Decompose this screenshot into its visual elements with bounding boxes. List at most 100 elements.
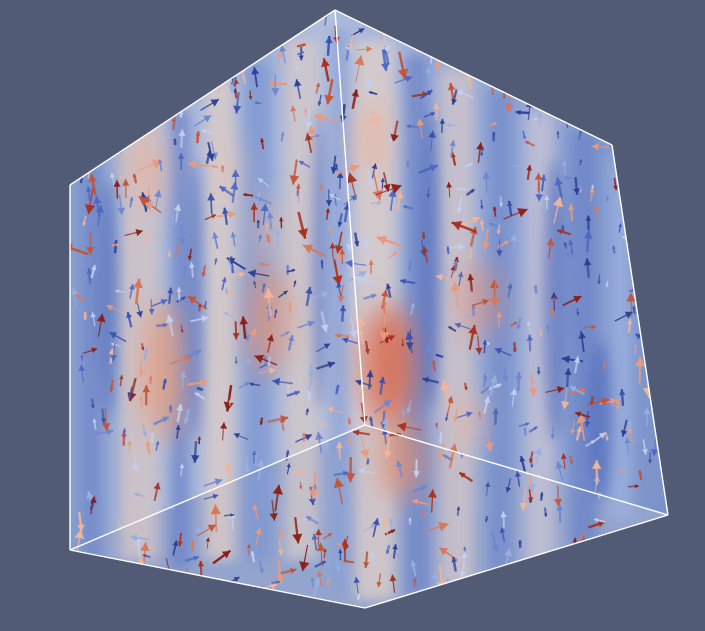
vector-arrow	[498, 585, 521, 589]
vector-arrow-head	[193, 594, 197, 599]
vector-arrow	[213, 18, 223, 24]
vector-arrow-head	[600, 569, 605, 574]
vector-arrow-head	[285, 331, 290, 336]
vector-arrow	[239, 45, 244, 56]
vector-arrow-head	[358, 468, 365, 475]
vector-arrow	[503, 73, 506, 99]
vector-arrow-head	[406, 124, 411, 129]
vector-arrow-head	[316, 570, 323, 577]
vector-arrow-head	[269, 513, 278, 521]
vector-arrow-head	[588, 580, 598, 590]
vector-arrow-head	[428, 489, 437, 498]
vector-arrow-head	[329, 194, 335, 199]
vector-arrow-head	[162, 30, 169, 36]
vector-arrow-head	[493, 122, 497, 126]
vector-arrow-head	[290, 567, 297, 574]
vector-arrow-head	[244, 382, 250, 387]
vector-arrow-head	[87, 138, 96, 146]
vector-arrow-head	[453, 257, 459, 263]
vector-arrow-head	[485, 482, 491, 488]
vector-arrow-head	[186, 67, 192, 72]
vector-arrow-head	[460, 551, 468, 559]
vector-arrow-head	[486, 342, 490, 346]
vector-arrow-head	[106, 304, 114, 311]
vector-arrow	[587, 53, 593, 72]
vector-arrow-head	[405, 331, 414, 341]
vector-arrow-head	[224, 463, 233, 472]
vector-arrow	[439, 35, 443, 55]
vector-arrow-head	[275, 575, 285, 584]
vector-arrow-head	[590, 440, 595, 445]
vector-arrow-head	[347, 43, 355, 51]
vector-arrow-head	[359, 415, 368, 424]
vector-arrow-head	[204, 587, 213, 595]
vector-arrow-head	[262, 283, 266, 287]
vector-arrow-head	[563, 242, 567, 246]
vector-arrow-head	[201, 129, 207, 134]
vector-arrow-head	[649, 359, 656, 364]
vector-arrow-head	[388, 139, 392, 143]
vector-arrow-head	[459, 42, 463, 46]
vector-arrow-head	[122, 428, 127, 432]
vector-arrow-head	[179, 463, 185, 469]
vector-arrow-head	[260, 203, 269, 212]
vector-arrow-head	[538, 53, 545, 60]
vector-arrow	[140, 55, 148, 60]
vector-arrow-head	[510, 234, 518, 241]
vector-arrow-head	[110, 354, 118, 362]
vector-arrow-head	[507, 72, 511, 77]
vector-arrow-head	[163, 323, 168, 328]
vector-arrow-head	[529, 566, 534, 571]
vector-arrow-head	[613, 185, 618, 191]
vector-arrow-head	[526, 14, 537, 25]
vector-arrow-head	[381, 289, 389, 298]
vector-arrow-head	[141, 112, 146, 118]
vector-arrow-head	[87, 134, 94, 141]
vector-arrow	[203, 586, 224, 599]
vector-arrow-head	[518, 163, 522, 168]
vector-arrow-head	[368, 91, 373, 95]
vector-arrow	[263, 34, 285, 38]
vector-arrow	[162, 56, 168, 80]
vector-arrow	[548, 563, 555, 587]
vector-arrow-head	[476, 142, 484, 150]
vector-arrow-head	[519, 456, 526, 463]
vector-arrow	[134, 53, 145, 59]
vector-arrow-head	[449, 140, 456, 147]
vector-arrow-head	[438, 521, 449, 532]
vector-arrow-head	[104, 27, 113, 36]
vector-arrow-head	[540, 47, 545, 52]
vector-arrow-head	[306, 516, 312, 522]
vector-arrow-head	[486, 10, 495, 13]
vector-arrow-head	[231, 32, 238, 38]
vector-arrow	[649, 529, 653, 538]
vector-arrow-head	[135, 229, 143, 237]
vector-arrow-head	[88, 174, 97, 183]
vector-arrow-head	[118, 99, 123, 104]
vector-arrow-head	[195, 392, 200, 397]
vector-arrow-head	[506, 200, 513, 207]
vector-arrow-head	[141, 347, 145, 351]
vector-arrow-head	[561, 160, 568, 166]
vector-arrow	[620, 555, 624, 568]
vector-arrow-head	[343, 559, 348, 564]
vector-arrow-head	[272, 377, 281, 386]
vector-arrow-head	[491, 544, 499, 552]
vector-arrow-head	[279, 417, 285, 423]
vector-arrow-head	[179, 371, 187, 378]
vector-arrow-head	[207, 193, 216, 201]
vector-arrow-head	[98, 599, 107, 607]
vector-arrow-head	[388, 189, 397, 198]
vector-arrow-head	[93, 196, 102, 204]
vector-arrow-head	[507, 14, 515, 21]
vector-arrow	[169, 85, 174, 97]
vector-arrow-head	[624, 46, 632, 53]
vector-arrow-head	[601, 397, 610, 406]
vector-arrow-head	[484, 442, 494, 452]
vector-arrow	[632, 193, 644, 199]
vector-arrow-head	[568, 239, 574, 246]
vector-arrow	[118, 99, 122, 112]
vector-arrow-head	[558, 82, 566, 89]
